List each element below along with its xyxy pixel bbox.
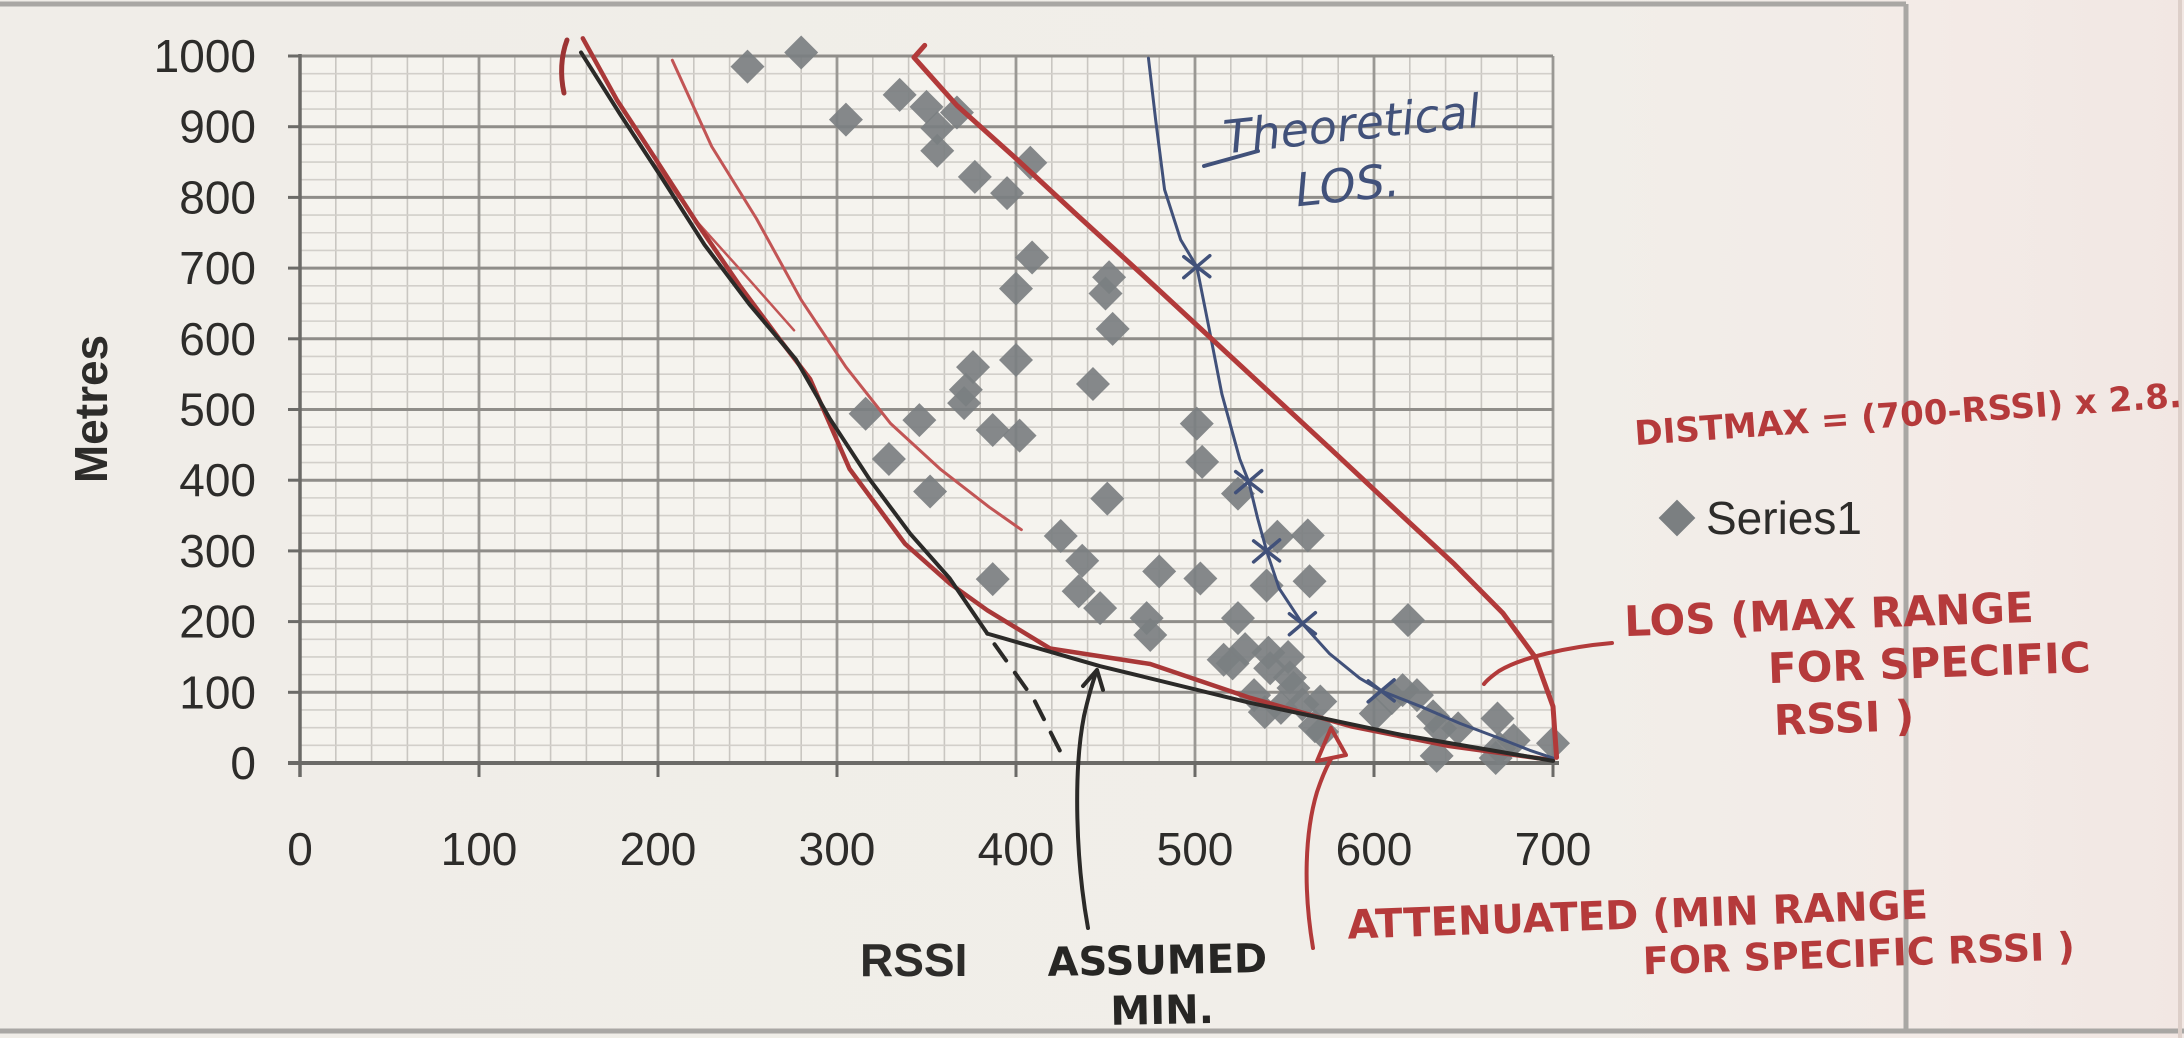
theoretical-x-marker [1251,538,1282,564]
scatter-point [920,133,955,168]
y-axis-tick-label: 400 [179,454,256,506]
legend-diamond-icon [1658,499,1696,537]
curve-assumed-min-dashed [992,642,1067,762]
annotation-assumed-line1: ASSUMED [1047,936,1268,986]
curve-assumed-min-curve [579,50,990,636]
scatter-point [1043,519,1078,554]
scatter-point [975,562,1010,597]
y-axis-tick-label: 100 [179,666,256,718]
scatter-point [999,343,1033,378]
scatter-point [1142,554,1177,589]
scatter-point [1358,696,1393,731]
scatter-point [1260,519,1295,554]
scatter-point [784,35,819,70]
y-axis-tick-label: 700 [179,242,256,294]
y-axis-tick-label: 200 [179,596,256,648]
y-axis-tick-label: 0 [230,737,256,789]
scatter-point [1061,574,1096,609]
stroke-theoretical-pointer-dash [1202,149,1260,168]
annotation-assumed-min: ASSUMED MIN. [1047,936,1268,1035]
curve-attenuated-ghost-stroke-1 [670,58,1023,532]
scatter-point [1095,311,1130,346]
scatter-point [947,386,982,421]
x-axis-tick-label: 0 [287,823,313,875]
theoretical-x-marker [1366,678,1396,704]
y-axis-tick-label: 900 [179,101,256,153]
scatter-point [871,441,906,476]
scatter-point [1305,714,1340,749]
scatter-point [1013,145,1048,180]
annotation-assumed-line2: MIN. [1110,987,1215,1035]
theoretical-x-marker [1287,610,1318,637]
scatter-point [882,77,917,112]
curve-los-max-line [911,42,1560,760]
annotation-los-line2: FOR SPECIFIC [1767,633,2092,694]
scatter-point [957,159,992,194]
curve-attenuated-min-curve [580,36,1556,763]
chart-legend: Series1 [1658,492,1862,544]
stroke-attenuated-arrow-line [1304,757,1333,950]
scatter-point [1183,561,1218,596]
legend-series-label: Series1 [1706,492,1862,544]
scatter-point [1088,276,1123,311]
y-axis-tick-label: 500 [179,384,256,436]
stroke-attenuated-arrow-triangle [1315,726,1348,763]
theoretical-x-marker [1182,253,1212,280]
scatter-point [1179,406,1214,441]
scatter-point [1065,543,1100,578]
scatter-point [902,403,937,438]
scatter-point [913,474,948,509]
x-axis-tick-label: 200 [620,823,697,875]
stroke-assumed-min-arrow-line [1075,668,1099,930]
theoretical-x-marker [1233,468,1264,495]
y-axis-tick-label: 600 [179,313,256,365]
y-axis-title-text: Metres [64,334,117,484]
stroke-los-note-connector [1482,641,1614,686]
scatter-point [990,176,1025,211]
scatter-point [1290,518,1325,553]
y-axis-tick-label: 800 [179,171,256,223]
scatter-point [1303,684,1338,719]
scatter-point [828,102,863,137]
scatter-point [1292,564,1327,599]
scatter-point [939,95,974,130]
scatter-point [1399,678,1434,713]
scatter-point [1220,601,1255,636]
annotation-los-max-range: LOS (MAX RANGE FOR SPECIFIC RSSI ) [1623,583,2094,748]
scatter-point [1215,646,1250,681]
stroke-assumed-min-arrow-head [1081,668,1105,692]
scatter-point [730,49,765,84]
x-axis-tick-label: 300 [799,823,876,875]
scatter-point [1015,240,1050,275]
scatter-point [1482,731,1517,766]
scatter-point [999,271,1033,306]
x-axis-title: RSSI [860,936,967,984]
scatter-point [1185,444,1220,479]
scatter-point [975,413,1010,448]
scatter-point [1075,367,1110,402]
scatter-point [1002,418,1037,453]
x-axis-tick-label: 500 [1157,823,1234,875]
scatter-point [1133,618,1168,653]
x-axis-tick-label: 600 [1336,823,1413,875]
x-axis-title-text: RSSI [860,934,968,986]
y-axis-tick-label: 300 [179,525,256,577]
x-axis-tick-label: 400 [978,823,1055,875]
scatter-point [1083,591,1118,626]
x-axis-tick-label: 100 [441,823,518,875]
scatter-point [848,396,883,431]
stroke-handwritten-one-mark [559,37,570,96]
scatter-point [1480,701,1515,736]
scatter-point [920,111,955,146]
scatter-point [1391,603,1426,638]
scatter-point [1536,726,1570,761]
x-axis-tick-label: 700 [1515,823,1592,875]
y-axis-title: Metres [65,335,117,483]
y-axis-tick-label: 1000 [154,30,256,82]
scatter-point [1090,481,1125,516]
curve-assumed-min-line [985,631,1555,763]
